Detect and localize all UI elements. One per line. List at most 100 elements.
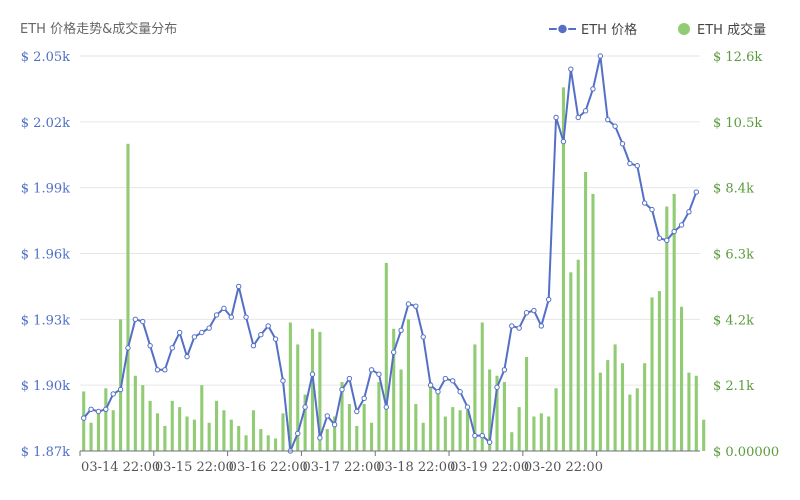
price-point	[605, 116, 611, 123]
y-left-tick-label: $ 2.02k	[21, 116, 70, 131]
volume-bar	[281, 413, 285, 451]
volume-bar	[421, 422, 425, 451]
price-point	[317, 435, 323, 441]
volume-bar	[465, 410, 470, 451]
price-point	[280, 378, 286, 384]
price-point	[420, 334, 426, 340]
volume-bar	[384, 262, 388, 451]
price-point	[140, 318, 146, 325]
x-tick-label: 03-20 22:00	[524, 460, 603, 475]
x-tick-label: 03-16 22:00	[229, 460, 308, 475]
volume-bar	[111, 410, 115, 451]
price-point	[250, 342, 257, 349]
volume-bar	[414, 403, 418, 451]
price-point	[191, 334, 198, 340]
price-point	[339, 386, 345, 393]
volume-bar	[635, 388, 639, 451]
price-point	[634, 163, 640, 169]
price-point	[435, 389, 441, 395]
legend[interactable]: ETH 价格 ETH 成交量	[549, 22, 766, 38]
price-point	[627, 160, 633, 167]
y-left-tick-label: $ 1.93k	[21, 313, 70, 328]
volume-bar	[155, 413, 160, 451]
volume-bar	[665, 206, 669, 451]
volume-bar	[458, 410, 462, 451]
volume-bar	[251, 410, 256, 451]
volume-bar	[266, 435, 270, 451]
price-point	[376, 371, 382, 377]
axes: $ 1.87k $ 1.90k $ 1.93k $ 1.96k $ 1.99k $ 2.0…	[21, 50, 779, 475]
price-point	[213, 312, 220, 318]
volume-bar	[192, 419, 196, 451]
price-point	[221, 305, 227, 312]
price-point	[693, 189, 700, 195]
y-left-tick-label: $ 1.99k	[21, 182, 70, 197]
volume-bar	[288, 322, 292, 451]
price-point	[272, 336, 279, 342]
volume-bar	[576, 259, 580, 451]
y-right-tick-label: $ 6.3k	[713, 248, 754, 263]
price-polyline	[82, 55, 698, 452]
volume-bar	[318, 331, 322, 451]
volume-bar	[392, 328, 396, 451]
price-point	[117, 386, 124, 393]
volume-bar	[620, 363, 625, 451]
price-point	[184, 353, 190, 360]
price-point	[457, 389, 463, 395]
price-point	[671, 228, 677, 235]
y-right-tick-label: $ 8.4k	[713, 182, 754, 197]
volume-bar	[429, 382, 433, 451]
legend-item-price[interactable]: ETH 价格	[549, 22, 637, 38]
y-right-tick-label: $ 0.00000	[713, 445, 779, 460]
volume-bar	[406, 319, 411, 451]
price-point	[597, 53, 604, 59]
volume-bar	[399, 369, 403, 451]
price-line	[80, 53, 700, 454]
volume-bar	[694, 375, 698, 451]
y-left-tick-label: $ 2.05k	[21, 50, 70, 65]
price-point	[125, 345, 131, 351]
price-point	[516, 325, 522, 331]
price-point	[243, 314, 249, 320]
volume-bar	[524, 356, 529, 451]
volume-bar	[133, 375, 137, 451]
volume-bar	[539, 413, 543, 451]
volume-bar	[436, 391, 440, 451]
price-point	[442, 375, 449, 382]
price-point	[162, 367, 168, 373]
volume-bar	[244, 435, 248, 451]
y-right-tick-label: $ 12.6k	[713, 50, 762, 65]
price-point	[390, 349, 397, 355]
volume-bar	[532, 416, 536, 451]
volume-bar	[303, 394, 307, 451]
price-point	[361, 395, 367, 402]
price-point	[494, 384, 500, 391]
price-point	[147, 342, 153, 349]
price-point	[110, 391, 116, 397]
legend-volume-label: ETH 成交量	[697, 22, 766, 38]
price-point	[560, 138, 567, 145]
price-point	[265, 323, 271, 329]
volume-bar	[495, 375, 499, 451]
price-point	[538, 323, 545, 329]
volume-bar	[502, 382, 506, 451]
volume-bar	[347, 403, 351, 451]
price-point	[531, 307, 537, 314]
price-point	[199, 329, 205, 336]
volume-bar	[443, 416, 447, 451]
volume-bar	[657, 291, 661, 451]
price-point	[331, 421, 338, 428]
price-point	[509, 323, 515, 329]
price-point	[575, 114, 581, 121]
volume-bar	[643, 363, 647, 451]
price-point	[686, 209, 692, 215]
volume-bar	[96, 413, 101, 451]
price-point	[88, 406, 94, 413]
price-point	[590, 86, 596, 92]
volume-bar	[451, 407, 455, 451]
legend-item-volume[interactable]: ETH 成交量	[678, 22, 766, 38]
volume-bar	[170, 400, 174, 451]
volume-bar	[584, 171, 588, 451]
